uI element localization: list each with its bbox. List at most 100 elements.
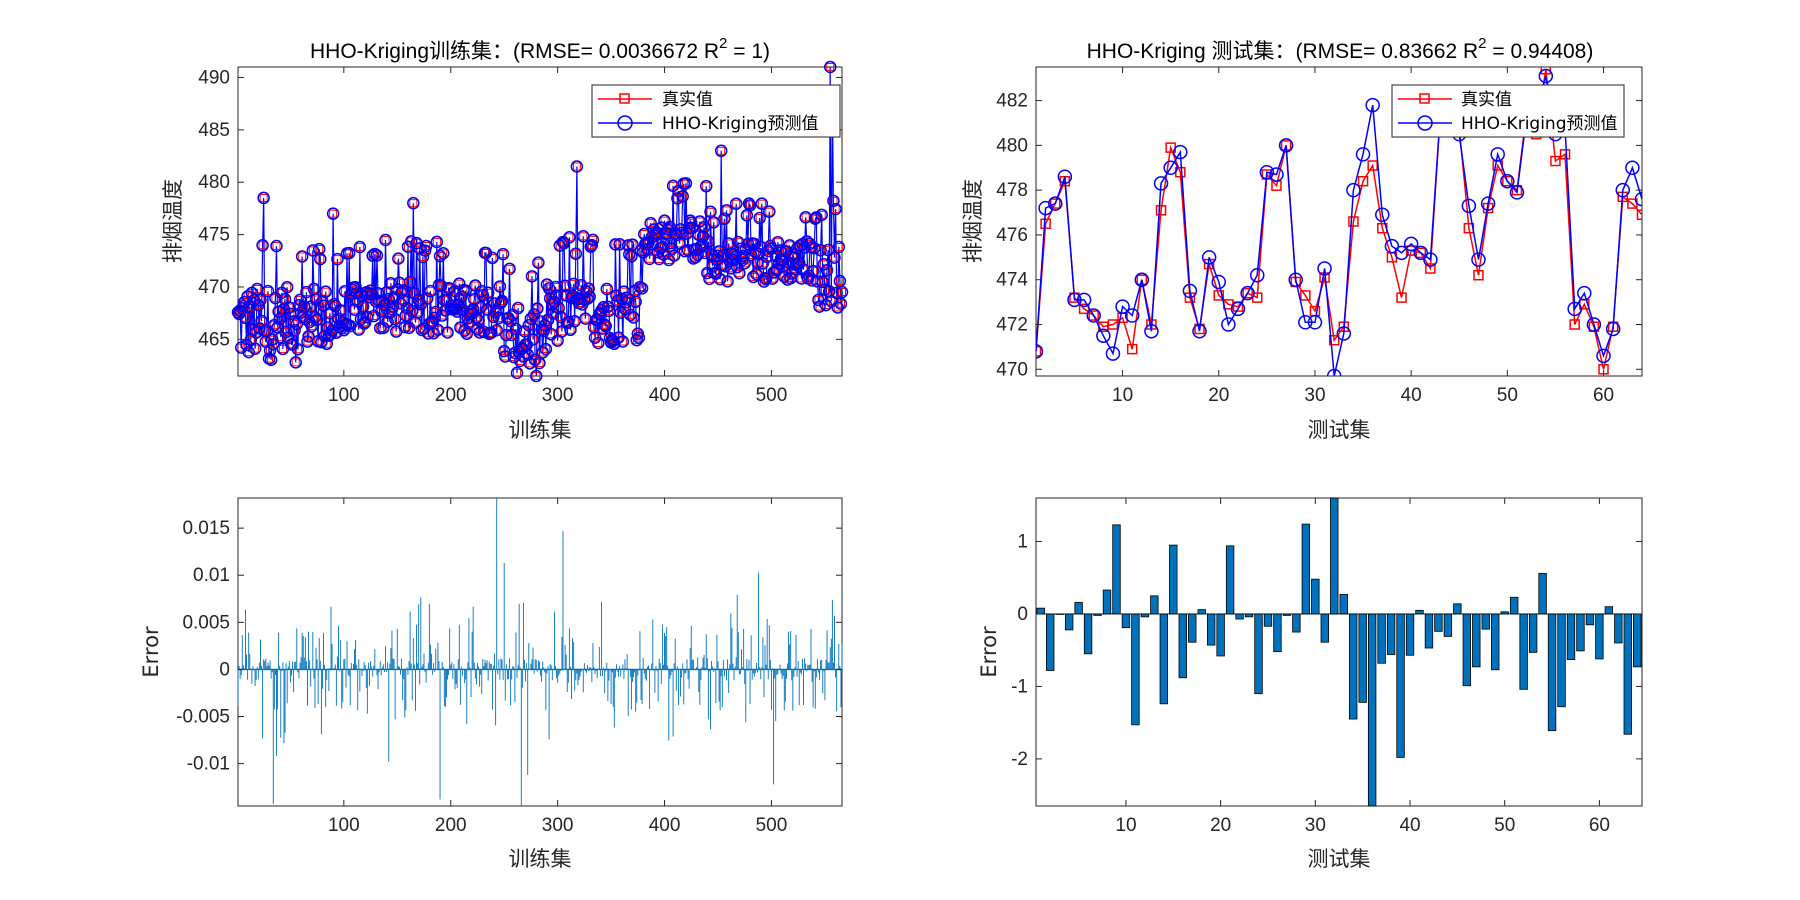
test-actual-point (1036, 346, 1042, 357)
train-predicted-point (706, 259, 719, 273)
xtick-label: 30 (1305, 815, 1326, 836)
test-error-bar (1150, 595, 1159, 615)
train-actual-point (834, 242, 843, 251)
train-predicted-point (366, 249, 379, 262)
train-predicted-point (418, 244, 432, 257)
train-predicted-point (699, 179, 713, 193)
test-actual-point (1396, 292, 1407, 303)
xtick-label: 10 (1112, 385, 1133, 406)
train-predicted-point (530, 369, 543, 383)
train-predicted-point (392, 252, 405, 265)
test-actual-point (1088, 310, 1099, 321)
train-predicted-point (743, 199, 757, 212)
test-predicted-point (1192, 323, 1207, 339)
train-predicted-point (349, 280, 362, 294)
train-predicted-point (261, 284, 275, 298)
test-predicted-point (1086, 308, 1101, 323)
test-predicted-point (1538, 68, 1554, 84)
train-predicted-point (823, 60, 837, 74)
test-error-bar (1528, 613, 1538, 653)
train-actual-point (355, 243, 364, 252)
test-actual-point (1078, 303, 1090, 315)
train-compare-legend: 真实值 HHO-Kriging预测值 (591, 84, 841, 138)
test-error-bar (1121, 613, 1131, 629)
train-predicted-point (486, 251, 499, 265)
train-actual-point (471, 281, 480, 290)
test-predicted-point (1500, 173, 1515, 189)
test-error-bar (1415, 609, 1424, 615)
train-predicted-point (817, 258, 831, 271)
legend-actual-marker (1419, 93, 1430, 104)
test-actual-point (1540, 67, 1552, 75)
train-predicted-point (411, 306, 424, 319)
ytick-label: 482 (996, 91, 1028, 112)
train-actual-point (406, 278, 415, 287)
xtick-label: 10 (1115, 815, 1136, 836)
train-predicted-point (437, 247, 450, 260)
train-predicted-point (714, 144, 728, 158)
train-predicted-point (356, 300, 370, 313)
train-actual-point (506, 317, 515, 326)
train-actual-point (439, 249, 448, 258)
train-predicted-point (598, 318, 611, 332)
test-error-bar (1102, 589, 1112, 615)
train-predicted-point (792, 256, 806, 270)
train-actual-point (801, 213, 810, 222)
train-predicted-point (377, 321, 390, 335)
train-predicted-point (270, 239, 283, 253)
test-compare-panel: 10 20 30 40 50 60 470 472 474 476 478 480 482 HHO-Kr… (961, 35, 1643, 442)
train-actual-point (456, 323, 465, 332)
train-predicted-point (428, 311, 441, 324)
train-predicted-point (755, 197, 769, 210)
test-actual-point (1126, 343, 1138, 355)
xtick-label: 500 (756, 815, 788, 836)
train-predicted-point (466, 302, 480, 316)
train-predicted-point (816, 275, 830, 289)
train-predicted-point (293, 293, 307, 307)
test-error-bar (1396, 613, 1405, 758)
train-actual-point (602, 285, 611, 294)
train-predicted-point (495, 294, 509, 308)
train-actual-point (742, 211, 751, 220)
train-predicted-point (331, 252, 344, 266)
test-error-bar (1377, 613, 1386, 664)
test-error-bar (1254, 613, 1263, 695)
train-actual-point (291, 358, 300, 367)
train-predicted-point (619, 296, 633, 309)
train-predicted-point (625, 250, 638, 263)
train-predicted-point (626, 238, 639, 251)
ytick-label: -2 (1011, 749, 1028, 770)
train-predicted-point (413, 242, 426, 255)
legend-predicted-label: HHO-Kriging预测值 (1461, 114, 1618, 134)
train-predicted-point (567, 277, 580, 291)
train-predicted-point (713, 272, 727, 286)
train-predicted-point (310, 313, 324, 327)
train-actual-point (495, 282, 504, 291)
train-predicted-point (419, 239, 433, 253)
xtick-label: 500 (756, 385, 788, 406)
train-actual-point (312, 295, 321, 304)
train-actual-point (409, 199, 418, 208)
test-error-bar (1481, 613, 1490, 630)
ytick-label: -1 (1011, 676, 1028, 697)
train-predicted-point (624, 308, 637, 322)
train-predicted-point (586, 233, 600, 247)
train-predicted-point (368, 247, 382, 261)
train-predicted-point (254, 293, 267, 307)
train-predicted-point (613, 238, 626, 251)
train-predicted-point (342, 246, 356, 260)
train-predicted-point (741, 237, 755, 251)
test-actual-point (1502, 175, 1513, 187)
train-predicted-point (753, 211, 766, 225)
train-actual-point (571, 249, 580, 258)
test-error-bar (1216, 613, 1225, 657)
train-predicted-point (558, 279, 572, 292)
train-predicted-point (511, 301, 525, 315)
train-predicted-point (686, 221, 699, 235)
train-predicted-point (503, 262, 516, 276)
test-error-bar (1083, 613, 1093, 655)
train-predicted-point (388, 312, 402, 326)
xtick-label: 50 (1497, 385, 1518, 406)
train-actual-point (272, 242, 281, 251)
test-actual-point (1473, 269, 1484, 281)
